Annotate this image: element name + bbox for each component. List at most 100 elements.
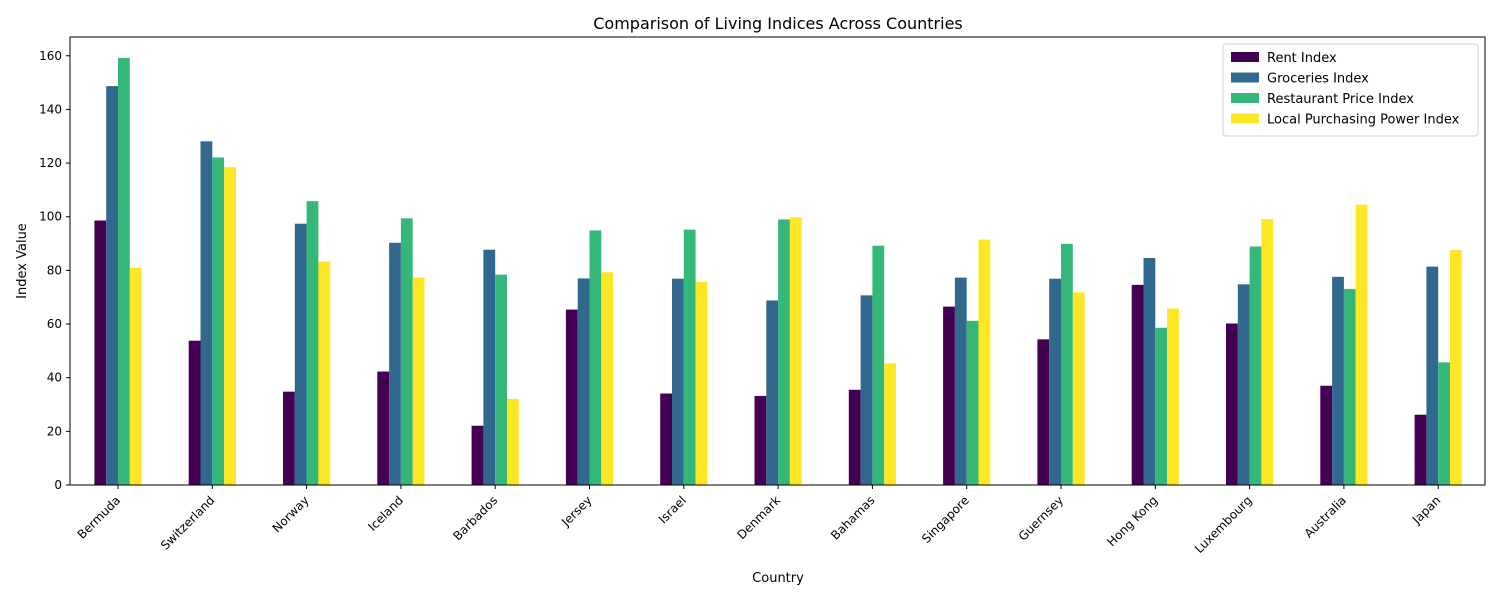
y-tick-label: 140	[39, 102, 62, 116]
bar-restaurant-price-index-israel	[683, 229, 696, 485]
bar-local-purchasing-power-index-denmark	[789, 217, 802, 485]
x-tick-label: Iceland	[365, 493, 406, 534]
bar-rent-index-singapore	[943, 306, 955, 485]
bar-restaurant-price-index-barbados	[495, 274, 507, 485]
bar-groceries-index-iceland	[389, 242, 401, 485]
bar-groceries-index-jersey	[577, 278, 590, 485]
bar-groceries-index-denmark	[766, 300, 779, 485]
bar-local-purchasing-power-index-switzerland	[224, 167, 236, 485]
x-tick-label: Bahamas	[828, 493, 877, 542]
bar-local-purchasing-power-index-singapore	[978, 239, 991, 485]
x-tick-label: Barbados	[450, 493, 500, 543]
x-axis: Bermuda Switzerland Norway Iceland Barbados J…	[75, 485, 1443, 556]
x-tick-label: Norway	[270, 493, 312, 535]
legend-box	[1222, 43, 1479, 137]
legend-swatch	[1231, 113, 1259, 124]
bar-groceries-index-israel	[672, 278, 684, 485]
legend-swatch	[1231, 72, 1259, 83]
bar-rent-index-bermuda	[94, 220, 107, 485]
bar-rent-index-barbados	[471, 425, 484, 485]
y-tick-label: 160	[39, 49, 62, 63]
bar-groceries-index-japan	[1426, 266, 1439, 485]
bar-restaurant-price-index-japan	[1438, 362, 1450, 485]
bar-local-purchasing-power-index-norway	[318, 261, 331, 485]
y-axis-title: Index Value	[15, 223, 30, 299]
bar-rent-index-australia	[1320, 385, 1333, 485]
x-tick-label: Switzerland	[158, 493, 217, 552]
x-tick-label: Singapore	[919, 493, 972, 546]
bar-restaurant-price-index-luxembourg	[1249, 246, 1262, 485]
bar-local-purchasing-power-index-japan	[1450, 250, 1462, 485]
legend-label: Local Purchasing Power Index	[1267, 113, 1460, 128]
bar-rent-index-luxembourg	[1226, 323, 1238, 485]
bar-restaurant-price-index-singapore	[966, 320, 979, 485]
chart-title: Comparison of Living Indices Across Coun…	[593, 14, 963, 33]
y-tick-label: 0	[54, 478, 62, 492]
bar-restaurant-price-index-jersey	[589, 230, 602, 485]
y-tick-label: 60	[47, 317, 62, 331]
bar-local-purchasing-power-index-australia	[1355, 204, 1368, 485]
bar-rent-index-hong-kong	[1131, 284, 1144, 485]
bar-groceries-index-singapore	[954, 277, 967, 485]
bars-layer	[94, 57, 1462, 486]
bar-local-purchasing-power-index-bahamas	[884, 363, 896, 485]
bar-rent-index-japan	[1414, 414, 1427, 485]
legend-swatch	[1231, 93, 1259, 103]
bar-groceries-index-hong-kong	[1143, 258, 1156, 485]
y-tick-label: 120	[39, 156, 62, 170]
legend-label: Rent Index	[1267, 51, 1337, 66]
bar-rent-index-israel	[660, 393, 672, 485]
bar-restaurant-price-index-hong-kong	[1155, 327, 1168, 485]
bar-local-purchasing-power-index-guernsey	[1072, 292, 1085, 485]
y-axis: 0 20 40 60 80 100 120 140 160	[39, 49, 70, 492]
bar-local-purchasing-power-index-bermuda	[129, 267, 142, 485]
legend-label: Groceries Index	[1267, 72, 1369, 87]
x-tick-label: Guernsey	[1016, 493, 1066, 543]
x-tick-label: Denmark	[734, 493, 783, 542]
bar-restaurant-price-index-switzerland	[212, 157, 225, 485]
x-tick-label: Australia	[1302, 493, 1349, 540]
plot-frame	[69, 36, 1486, 486]
bar-rent-index-norway	[283, 391, 295, 485]
bar-restaurant-price-index-bermuda	[118, 57, 130, 485]
bar-local-purchasing-power-index-barbados	[507, 398, 519, 485]
bar-local-purchasing-power-index-jersey	[601, 272, 614, 485]
bar-restaurant-price-index-denmark	[778, 219, 790, 485]
bar-groceries-index-australia	[1332, 276, 1344, 485]
bar-groceries-index-switzerland	[200, 141, 213, 485]
bar-groceries-index-bermuda	[106, 86, 118, 485]
bar-rent-index-guernsey	[1037, 339, 1050, 485]
bar-restaurant-price-index-australia	[1343, 288, 1356, 485]
bar-groceries-index-luxembourg	[1237, 284, 1250, 485]
bar-groceries-index-norway	[294, 223, 307, 486]
x-tick-label: Japan	[1409, 493, 1443, 527]
bar-rent-index-iceland	[377, 371, 390, 485]
y-tick-label: 20	[47, 424, 62, 438]
bar-local-purchasing-power-index-luxembourg	[1261, 219, 1274, 486]
x-tick-label: Hong Kong	[1104, 493, 1160, 549]
bar-rent-index-switzerland	[188, 340, 201, 485]
bar-groceries-index-guernsey	[1049, 278, 1061, 485]
bar-rent-index-bahamas	[848, 389, 861, 485]
bar-rent-index-denmark	[754, 395, 767, 485]
bar-groceries-index-bahamas	[860, 295, 873, 485]
y-tick-label: 80	[47, 263, 62, 277]
y-tick-label: 100	[39, 210, 62, 224]
legend-swatch	[1231, 52, 1259, 62]
bar-local-purchasing-power-index-iceland	[412, 277, 425, 485]
bar-restaurant-price-index-guernsey	[1061, 243, 1073, 485]
bar-restaurant-price-index-iceland	[400, 218, 413, 485]
x-tick-label: Luxembourg	[1192, 493, 1255, 556]
legend: Rent Index Groceries Index Restaurant Pric…	[1222, 43, 1479, 137]
x-tick-label: Jersey	[558, 493, 594, 529]
bar-local-purchasing-power-index-israel	[695, 281, 708, 485]
bar-rent-index-jersey	[565, 309, 578, 485]
x-tick-label: Israel	[656, 493, 689, 526]
legend-label: Restaurant Price Index	[1267, 92, 1414, 107]
y-tick-label: 40	[47, 371, 62, 385]
bar-restaurant-price-index-bahamas	[872, 245, 885, 485]
x-axis-title: Country	[752, 571, 804, 586]
x-tick-label: Bermuda	[75, 493, 124, 542]
